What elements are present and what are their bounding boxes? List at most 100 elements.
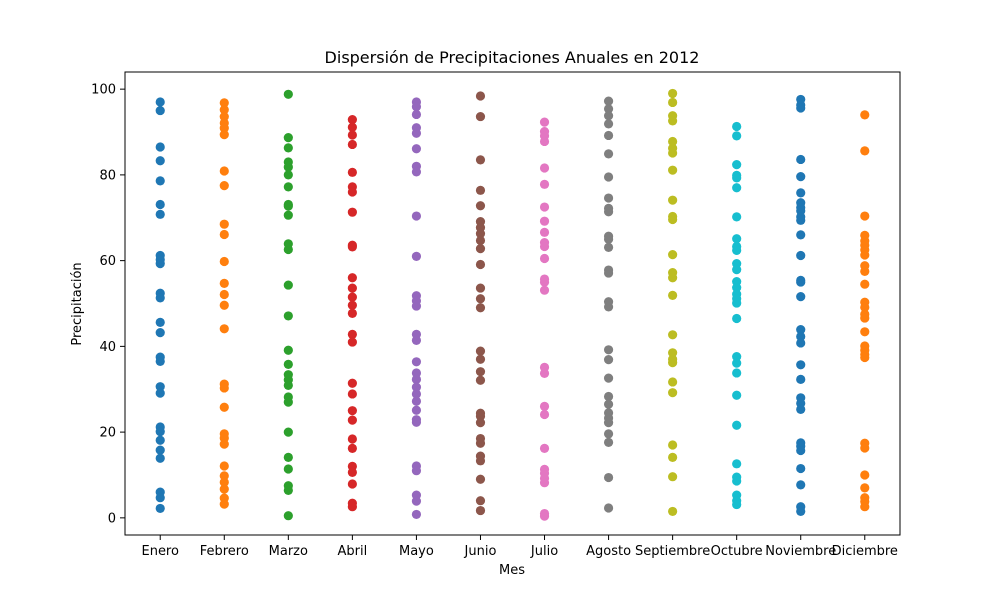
data-point bbox=[411, 109, 422, 120]
data-point bbox=[411, 466, 422, 476]
data-point bbox=[155, 293, 165, 303]
data-point bbox=[411, 211, 422, 221]
x-tick-label: Noviembre bbox=[765, 544, 836, 559]
x-axis: Enero Febrero Marzo Abril Mayo Junio Julio Agos… bbox=[141, 535, 898, 559]
data-point bbox=[539, 241, 550, 252]
data-point bbox=[603, 391, 614, 402]
data-point bbox=[219, 484, 229, 494]
data-point bbox=[860, 250, 870, 260]
data-point bbox=[475, 411, 486, 421]
data-point bbox=[668, 506, 678, 517]
data-point bbox=[411, 405, 422, 415]
data-point bbox=[347, 479, 357, 489]
data-point bbox=[283, 201, 293, 211]
data-point bbox=[411, 368, 422, 378]
data-point bbox=[283, 359, 293, 369]
data-point bbox=[732, 265, 742, 275]
data-point bbox=[732, 499, 742, 510]
data-point bbox=[411, 251, 422, 261]
data-point bbox=[539, 401, 550, 411]
data-point bbox=[796, 215, 806, 225]
data-point bbox=[219, 105, 229, 115]
y-tick-label: 40 bbox=[99, 340, 116, 355]
data-point bbox=[732, 245, 742, 255]
x-tick-label: Abril bbox=[338, 544, 368, 559]
data-point bbox=[796, 480, 806, 490]
data-point bbox=[860, 327, 870, 337]
data-point bbox=[860, 502, 870, 512]
data-point bbox=[603, 104, 614, 114]
data-point bbox=[796, 292, 806, 302]
data-point bbox=[603, 345, 614, 355]
data-point bbox=[475, 346, 486, 356]
x-tick-label: Febrero bbox=[200, 544, 249, 559]
data-point bbox=[539, 277, 550, 287]
data-point bbox=[347, 467, 357, 478]
data-point bbox=[283, 380, 293, 390]
data-point bbox=[347, 415, 357, 425]
data-point bbox=[732, 298, 742, 308]
data-point bbox=[347, 337, 357, 347]
data-point bbox=[475, 283, 486, 293]
data-point bbox=[219, 229, 229, 240]
data-point bbox=[603, 355, 614, 365]
data-point bbox=[347, 242, 357, 252]
data-point bbox=[219, 300, 229, 310]
data-point bbox=[668, 116, 678, 126]
data-point bbox=[219, 123, 229, 133]
data-point bbox=[155, 493, 165, 503]
data-point bbox=[347, 502, 357, 512]
data-point bbox=[796, 360, 806, 370]
data-point bbox=[155, 328, 165, 338]
data-point bbox=[155, 427, 165, 437]
data-points bbox=[155, 88, 870, 521]
data-point bbox=[347, 207, 357, 217]
data-point bbox=[796, 404, 806, 414]
data-point bbox=[796, 230, 806, 240]
x-tick-label: Diciembre bbox=[832, 544, 898, 559]
data-point bbox=[347, 434, 357, 444]
data-point bbox=[411, 128, 422, 138]
data-point bbox=[603, 234, 614, 244]
data-point bbox=[347, 114, 357, 125]
data-point bbox=[155, 199, 165, 210]
data-point bbox=[411, 382, 422, 392]
data-point bbox=[411, 374, 422, 384]
data-point bbox=[219, 439, 229, 449]
data-point bbox=[283, 132, 293, 143]
data-point bbox=[668, 250, 678, 260]
data-point bbox=[411, 396, 422, 406]
data-point bbox=[411, 102, 422, 112]
data-point bbox=[539, 216, 550, 226]
data-point bbox=[603, 172, 614, 182]
data-point bbox=[732, 352, 742, 362]
data-point bbox=[603, 373, 614, 383]
data-point bbox=[219, 181, 229, 191]
chart-title: Dispersión de Precipitaciones Anuales en… bbox=[325, 48, 700, 67]
data-point bbox=[283, 511, 293, 521]
y-tick-label: 100 bbox=[91, 83, 116, 98]
data-point bbox=[668, 88, 678, 99]
data-point bbox=[155, 445, 165, 455]
data-point bbox=[539, 478, 550, 488]
data-point bbox=[539, 117, 550, 127]
data-point bbox=[347, 443, 357, 454]
data-point bbox=[860, 146, 870, 156]
data-point bbox=[475, 111, 486, 122]
data-point bbox=[668, 165, 678, 175]
data-point bbox=[603, 268, 614, 278]
x-tick-label: Septiembre bbox=[635, 544, 710, 559]
data-point bbox=[539, 202, 550, 212]
data-point bbox=[603, 130, 614, 141]
data-point bbox=[411, 389, 422, 399]
data-point bbox=[155, 156, 165, 166]
data-point bbox=[668, 214, 678, 225]
data-point bbox=[539, 409, 550, 420]
data-point bbox=[219, 499, 229, 509]
data-point bbox=[475, 496, 486, 506]
data-point bbox=[411, 144, 422, 154]
data-point bbox=[475, 456, 486, 466]
data-point bbox=[668, 440, 678, 450]
data-point bbox=[475, 294, 486, 304]
